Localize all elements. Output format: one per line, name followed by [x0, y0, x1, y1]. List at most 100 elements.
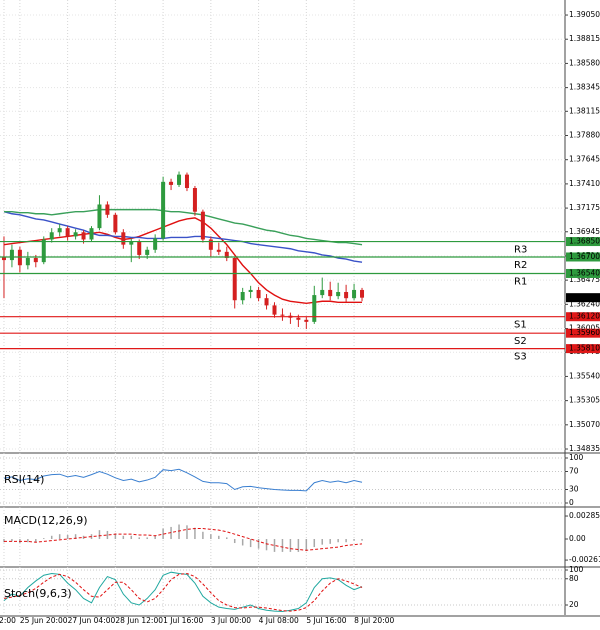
- macd-histogram-bar: [50, 535, 53, 540]
- macd-histogram-bar: [162, 528, 164, 540]
- pivot-level-name: R2: [514, 260, 527, 271]
- pivot-level-box: [566, 252, 600, 262]
- macd-histogram-bar: [74, 534, 77, 540]
- macd-histogram-bar: [3, 539, 5, 543]
- candle-body: [33, 258, 38, 263]
- macd-histogram-bar: [257, 539, 260, 549]
- candle-body: [89, 228, 94, 240]
- y-tick-label: 100: [569, 565, 584, 574]
- macd-histogram-bar: [210, 534, 212, 540]
- x-tick-label: 12:00: [0, 616, 16, 625]
- moving-average-line: [3, 208, 363, 246]
- candle-body: [145, 249, 150, 255]
- macd-histogram-bar: [122, 535, 125, 540]
- macd-histogram-bar: [178, 524, 180, 540]
- candle-body: [320, 289, 325, 296]
- candle-body: [153, 238, 158, 250]
- macd-histogram-bar: [130, 535, 133, 540]
- x-tick-label: 28 Jun 12:00: [115, 616, 163, 625]
- y-tick-label: 1.37645: [569, 155, 600, 164]
- y-tick-label: 1.37175: [569, 203, 600, 212]
- y-tick-label: 1.39050: [569, 10, 600, 19]
- macd-histogram-bar: [233, 539, 236, 544]
- macd-histogram-bar: [146, 537, 148, 540]
- candle-body: [129, 241, 134, 245]
- y-tick-label: 70: [569, 467, 579, 476]
- macd-histogram-bar: [241, 539, 244, 546]
- candle-body: [232, 258, 237, 301]
- candle-body: [177, 174, 182, 185]
- macd-histogram-bar: [11, 539, 13, 542]
- macd-histogram-bar: [98, 530, 101, 540]
- y-tick-label: 1.37410: [569, 179, 600, 188]
- y-tick-label: 30: [569, 484, 579, 493]
- candle-body: [184, 174, 189, 189]
- candle-body: [121, 232, 126, 245]
- candle-body: [280, 314, 285, 316]
- indicator-title: Stoch(9,6,3): [4, 587, 72, 600]
- y-tick-label: 1.38115: [569, 106, 600, 115]
- pivot-level-price: 1.36700: [569, 252, 600, 261]
- y-tick-label: 1.35305: [569, 396, 600, 405]
- macd-histogram-bar: [27, 539, 29, 543]
- x-tick-label: 27 Jun 04:00: [68, 616, 116, 625]
- macd-histogram-bar: [35, 539, 37, 543]
- macd-histogram-bar: [321, 539, 323, 545]
- macd-histogram-bar: [58, 534, 61, 540]
- last-price-label: 1.36305: [569, 293, 600, 302]
- macd-histogram-bar: [289, 539, 292, 552]
- macd-histogram-bar: [345, 539, 347, 543]
- y-tick-label: 1.35070: [569, 420, 600, 429]
- candle-body: [240, 291, 245, 301]
- macd-histogram-bar: [249, 539, 252, 548]
- candle-body: [224, 251, 229, 259]
- candle-body: [9, 249, 14, 261]
- candle-body: [49, 232, 54, 240]
- candle-body: [57, 228, 62, 233]
- pivot-level-name: S3: [514, 352, 527, 363]
- y-tick-label: 20: [569, 600, 579, 609]
- candle-body: [264, 298, 269, 306]
- x-tick-label: 5 Jul 16:00: [306, 616, 346, 625]
- macd-histogram-bar: [273, 539, 276, 552]
- candle-body: [1, 256, 6, 261]
- candle-body: [272, 305, 277, 315]
- last-price-box: [566, 293, 600, 303]
- x-tick-label: 8 Jul 20:00: [354, 616, 394, 625]
- macd-histogram-bar: [226, 537, 228, 540]
- x-tick-label: 25 Jun 20:00: [20, 616, 68, 625]
- y-tick-label: 0.002853: [569, 511, 600, 520]
- macd-histogram-bar: [313, 539, 316, 548]
- rsi-line: [3, 468, 363, 492]
- candle-body: [296, 317, 301, 320]
- y-tick-label: 1.38345: [569, 83, 600, 92]
- macd-signal-line: [3, 528, 363, 551]
- candle-body: [336, 291, 341, 297]
- pivot-level-box: [566, 312, 600, 322]
- macd-histogram-bar: [43, 538, 45, 540]
- macd-histogram-bar: [305, 539, 308, 552]
- candle-body: [97, 204, 102, 229]
- y-tick-label: 100: [569, 453, 584, 462]
- y-tick-label: 80: [569, 574, 579, 583]
- pivot-level-name: R1: [514, 276, 527, 287]
- macd-histogram-bar: [281, 539, 284, 552]
- macd-histogram-bar: [194, 527, 196, 540]
- pivot-level-box: [566, 268, 600, 278]
- candle-body: [304, 319, 309, 322]
- x-tick-label: 4 Jul 08:00: [259, 616, 299, 625]
- candle-body: [25, 258, 30, 266]
- macd-histogram-bar: [202, 531, 204, 540]
- pivot-level-price: 1.35960: [569, 328, 600, 337]
- candle-body: [192, 188, 197, 212]
- candle-body: [328, 289, 333, 297]
- candle-body: [137, 241, 142, 255]
- y-tick-label: 1.35540: [569, 371, 600, 380]
- candle-body: [161, 181, 166, 239]
- y-tick-label: -0.002615: [569, 555, 600, 564]
- macd-histogram-bar: [154, 535, 156, 540]
- indicator-title: RSI(14): [4, 473, 44, 486]
- candle-body: [312, 295, 317, 322]
